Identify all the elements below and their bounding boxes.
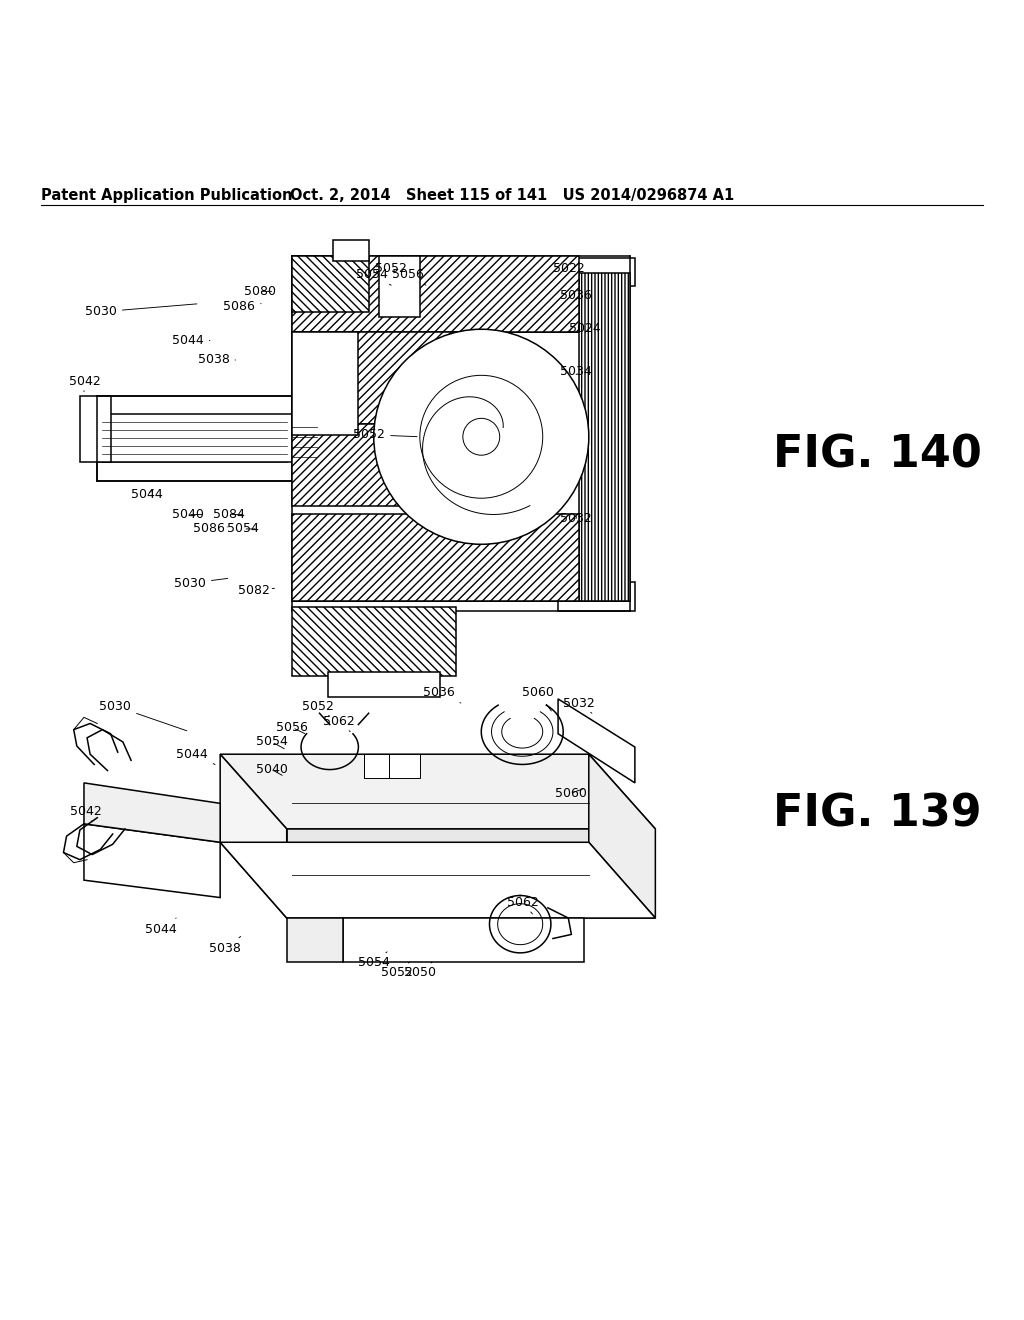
Bar bbox=[84, 436, 102, 458]
Bar bbox=[84, 397, 102, 420]
Text: 5050: 5050 bbox=[404, 962, 436, 979]
Bar bbox=[333, 240, 369, 260]
Bar bbox=[292, 256, 369, 312]
Text: 5030: 5030 bbox=[85, 304, 197, 318]
Text: 5044: 5044 bbox=[172, 334, 210, 347]
Text: 5032: 5032 bbox=[560, 512, 592, 525]
Text: 5032: 5032 bbox=[563, 697, 595, 713]
Text: 5024: 5024 bbox=[569, 322, 601, 335]
Text: FIG. 139: FIG. 139 bbox=[773, 792, 982, 836]
Polygon shape bbox=[589, 754, 655, 917]
Text: 5040: 5040 bbox=[256, 763, 288, 776]
Text: 5086: 5086 bbox=[193, 523, 227, 536]
Text: 5042: 5042 bbox=[69, 375, 100, 392]
Text: 5038: 5038 bbox=[209, 936, 241, 956]
Text: 5056: 5056 bbox=[276, 721, 308, 734]
Text: 5054: 5054 bbox=[358, 952, 390, 969]
Text: 5054: 5054 bbox=[227, 523, 259, 536]
Bar bbox=[292, 333, 497, 425]
Text: 5052: 5052 bbox=[375, 263, 410, 276]
Text: 5022: 5022 bbox=[553, 263, 585, 276]
Bar bbox=[558, 582, 635, 611]
Circle shape bbox=[463, 418, 500, 455]
Text: FIG. 140: FIG. 140 bbox=[773, 434, 982, 477]
Text: 5052: 5052 bbox=[302, 700, 334, 717]
Circle shape bbox=[374, 329, 589, 544]
Text: 5030: 5030 bbox=[174, 577, 227, 590]
Text: 5062: 5062 bbox=[323, 715, 354, 731]
Text: 5080: 5080 bbox=[244, 285, 275, 298]
Polygon shape bbox=[287, 829, 655, 917]
Circle shape bbox=[420, 375, 543, 498]
Polygon shape bbox=[364, 754, 420, 777]
Text: 5052: 5052 bbox=[353, 428, 417, 441]
Text: 5036: 5036 bbox=[423, 686, 461, 704]
Text: 5040: 5040 bbox=[172, 508, 204, 521]
Text: 5054: 5054 bbox=[356, 268, 391, 285]
Polygon shape bbox=[343, 917, 584, 962]
Text: 5060: 5060 bbox=[522, 686, 554, 711]
Polygon shape bbox=[558, 698, 635, 783]
Bar bbox=[97, 396, 292, 414]
Text: Oct. 2, 2014   Sheet 115 of 141   US 2014/0296874 A1: Oct. 2, 2014 Sheet 115 of 141 US 2014/02… bbox=[290, 189, 734, 203]
Bar bbox=[328, 672, 440, 697]
Bar bbox=[292, 333, 358, 434]
Text: 5044: 5044 bbox=[176, 747, 215, 764]
Text: 5030: 5030 bbox=[99, 700, 186, 731]
Bar bbox=[558, 257, 635, 286]
Bar bbox=[292, 513, 579, 601]
Text: 5060: 5060 bbox=[555, 787, 587, 800]
Text: 5042: 5042 bbox=[70, 805, 101, 822]
Bar bbox=[80, 396, 111, 462]
Text: 5044: 5044 bbox=[131, 487, 163, 500]
Text: 5062: 5062 bbox=[507, 896, 539, 913]
Text: 5082: 5082 bbox=[238, 583, 274, 597]
Bar bbox=[379, 256, 420, 317]
Text: 5084: 5084 bbox=[213, 508, 245, 521]
Bar bbox=[97, 462, 292, 480]
Bar bbox=[579, 273, 630, 601]
Polygon shape bbox=[220, 754, 655, 829]
Polygon shape bbox=[220, 842, 655, 917]
Polygon shape bbox=[84, 783, 220, 842]
Polygon shape bbox=[220, 754, 287, 917]
Text: 5054: 5054 bbox=[256, 735, 288, 748]
Polygon shape bbox=[84, 824, 220, 898]
Text: 5052: 5052 bbox=[381, 962, 413, 979]
Text: 5044: 5044 bbox=[145, 917, 177, 936]
Bar bbox=[292, 425, 425, 507]
Text: 5086: 5086 bbox=[223, 300, 261, 313]
Text: 5036: 5036 bbox=[560, 289, 592, 302]
Text: Patent Application Publication: Patent Application Publication bbox=[41, 189, 293, 203]
Bar bbox=[292, 256, 579, 333]
Bar bbox=[292, 607, 456, 676]
Polygon shape bbox=[287, 917, 343, 962]
Text: 5038: 5038 bbox=[198, 354, 236, 367]
Text: 5034: 5034 bbox=[560, 364, 592, 378]
Text: 5056: 5056 bbox=[392, 268, 426, 285]
